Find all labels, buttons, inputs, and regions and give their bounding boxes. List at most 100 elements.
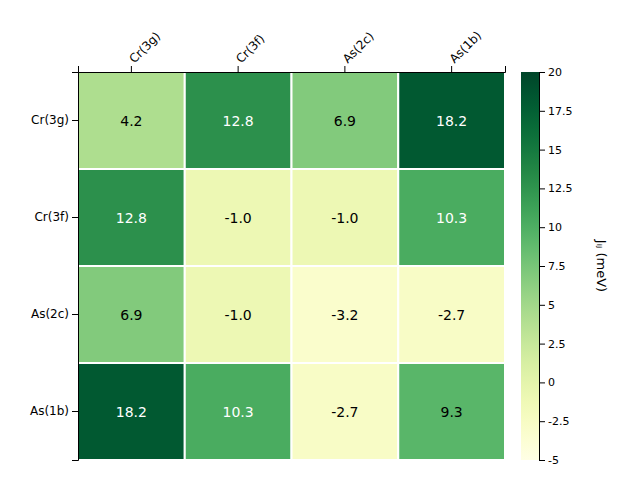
cells (78, 72, 505, 460)
y-tick-mark (72, 217, 78, 218)
x-tick-mark (344, 66, 345, 72)
colorbar-tick: -5 (539, 454, 559, 467)
colorbar-tick: 15 (539, 144, 562, 157)
x-tick: As(2c) (340, 29, 377, 72)
cell-label: 9.3 (440, 404, 462, 420)
x-tick-mark (131, 66, 132, 72)
colorbar-tick: 0 (539, 376, 555, 389)
x-tick-label: As(2c) (340, 29, 377, 66)
cell-label: 10.3 (436, 210, 467, 226)
cell-label: 4.2 (120, 113, 142, 129)
cell-label: -1.0 (224, 307, 251, 323)
colorbar-tick-label: 7.5 (548, 260, 566, 273)
colorbar-tick-label: 10 (548, 221, 562, 234)
y-axis: Cr(3g) Cr(3f) As(2c) As(1b) (30, 73, 79, 461)
cell (398, 169, 505, 266)
colorbar-tick-mark (539, 72, 545, 73)
cell (292, 72, 399, 169)
x-tick: Cr(3f) (233, 32, 267, 72)
cell-label: 12.8 (223, 113, 254, 129)
cell-label: -2.7 (438, 307, 465, 323)
cell (78, 363, 185, 460)
y-tick: As(2c) (31, 307, 78, 321)
colorbar-tick: 20 (539, 66, 562, 79)
colorbar-tick-mark (539, 460, 545, 461)
cell-label: 6.9 (120, 307, 142, 323)
colorbar-tick-label: 5 (548, 299, 555, 312)
y-tick-label: Cr(3f) (34, 210, 69, 224)
cell (185, 363, 292, 460)
y-tick-label: Cr(3g) (31, 113, 69, 127)
colorbar-tick-mark (539, 382, 545, 383)
colorbar-tick: -2.5 (539, 415, 569, 428)
y-axis-line (72, 73, 79, 461)
x-tick-label: Cr(3f) (233, 32, 267, 66)
y-tick-mark (72, 314, 78, 315)
cell-label: 18.2 (116, 404, 147, 420)
x-tick-mark (238, 66, 239, 72)
colorbar-tick-label: -5 (548, 454, 559, 467)
cell-label: 18.2 (436, 113, 467, 129)
colorbar-tick-label: 15 (548, 144, 562, 157)
colorbar-tick-mark (539, 227, 545, 228)
cell (292, 169, 399, 266)
colorbar-tick-mark (539, 266, 545, 267)
x-tick-label: As(1b) (447, 28, 485, 66)
colorbar-tick-mark (539, 421, 545, 422)
cell (185, 72, 292, 169)
y-tick-mark (72, 411, 78, 412)
colorbar (521, 72, 539, 460)
y-tick-mark (72, 120, 78, 121)
colorbar-tick-label: 17.5 (548, 105, 573, 118)
cell (78, 72, 185, 169)
colorbar-axis: -5 -2.5 0 2.5 5 7.5 10 12.5 15 17.5 20 (539, 66, 573, 467)
colorbar-tick-mark (539, 305, 545, 306)
colorbar-tick-mark (539, 344, 545, 345)
cell (292, 363, 399, 460)
y-tick-label: As(2c) (31, 307, 69, 321)
colorbar-tick-label: 12.5 (548, 182, 573, 195)
y-tick-label: As(1b) (30, 404, 69, 418)
y-tick: Cr(3f) (34, 210, 78, 224)
x-tick-label: Cr(3g) (126, 29, 163, 66)
cell (78, 266, 185, 363)
cell-label: -1.0 (224, 210, 251, 226)
colorbar-tick: 12.5 (539, 182, 573, 195)
y-tick: As(1b) (30, 404, 78, 418)
cell-label: -2.7 (331, 404, 358, 420)
colorbar-tick-label: 20 (548, 66, 562, 79)
cell-label: 12.8 (116, 210, 147, 226)
colorbar-tick-label: 0 (548, 376, 555, 389)
colorbar-tick-mark (539, 150, 545, 151)
cell (398, 363, 505, 460)
cell-label: 10.3 (223, 404, 254, 420)
colorbar-axis-line (540, 73, 546, 461)
cell-label: -3.2 (331, 307, 358, 323)
x-axis: Cr(3g) Cr(3f) As(2c) As(1b) (79, 28, 506, 72)
cell (185, 169, 292, 266)
colorbar-tick: 10 (539, 221, 562, 234)
colorbar-tick-label: 2.5 (548, 338, 566, 351)
cell (398, 266, 505, 363)
colorbar-tick-mark (539, 111, 545, 112)
cell (292, 266, 399, 363)
x-tick: As(1b) (447, 28, 485, 72)
cell-labels: 4.2 12.8 6.9 18.2 12.8 -1.0 -1.0 10.3 6.9 -1.0 -3.… (116, 113, 467, 420)
colorbar-tick-mark (539, 188, 545, 189)
colorbar-tick-label: -2.5 (548, 415, 569, 428)
colorbar-tick: 2.5 (539, 338, 566, 351)
cell (78, 169, 185, 266)
y-tick: Cr(3g) (31, 113, 78, 127)
colorbar-label: Jᵢⱼ (meV) (594, 239, 609, 292)
chart: 4.2 12.8 6.9 18.2 12.8 -1.0 -1.0 10.3 6.9 -1.0 -3.… (0, 0, 640, 480)
x-tick-mark (451, 66, 452, 72)
cell-label: -1.0 (331, 210, 358, 226)
cell (398, 72, 505, 169)
colorbar-tick: 5 (539, 299, 555, 312)
x-tick: Cr(3g) (126, 29, 163, 72)
colorbar-tick: 17.5 (539, 105, 573, 118)
x-axis-line (79, 66, 506, 73)
cell (185, 266, 292, 363)
colorbar-tick: 7.5 (539, 260, 566, 273)
cell-label: 6.9 (334, 113, 356, 129)
